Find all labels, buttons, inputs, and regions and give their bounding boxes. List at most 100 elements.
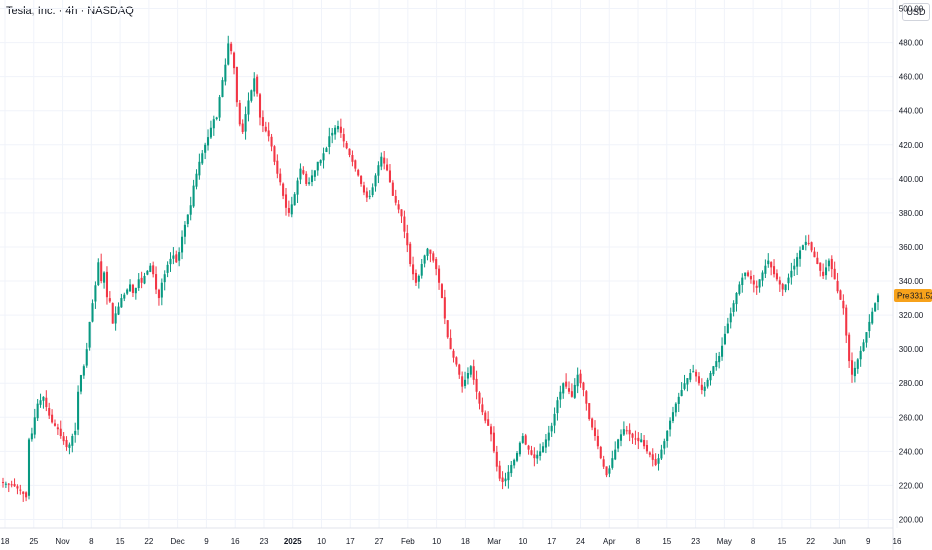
candle-body bbox=[645, 445, 649, 452]
candle-body bbox=[166, 264, 169, 273]
candle-body bbox=[30, 433, 33, 440]
candle-body bbox=[183, 224, 186, 237]
candle-body bbox=[744, 272, 747, 277]
candle-body bbox=[296, 180, 299, 195]
candle-body bbox=[105, 271, 108, 298]
x-tick-label: 10 bbox=[518, 537, 527, 546]
x-tick-label: Feb bbox=[401, 537, 415, 546]
candle-body bbox=[518, 442, 521, 455]
candle-body bbox=[804, 241, 807, 246]
candle-body bbox=[412, 264, 415, 275]
candle-body bbox=[810, 242, 813, 251]
candle-body bbox=[515, 453, 519, 461]
y-tick-label: 320.00 bbox=[899, 311, 924, 320]
candle-body bbox=[175, 254, 178, 263]
candle-body bbox=[484, 412, 487, 421]
candle-body bbox=[666, 430, 669, 442]
candle-body bbox=[495, 451, 498, 467]
candle-body bbox=[400, 209, 403, 217]
candle-body bbox=[507, 471, 510, 481]
candle-body bbox=[833, 268, 836, 280]
candle-body bbox=[129, 284, 132, 292]
candle-body bbox=[475, 378, 478, 392]
candle-body bbox=[221, 80, 224, 98]
candle-body bbox=[738, 284, 741, 294]
x-tick-label: 10 bbox=[317, 537, 326, 546]
candle-body bbox=[284, 194, 288, 208]
candle-body bbox=[501, 477, 504, 483]
candle-body bbox=[443, 297, 446, 319]
candle-body bbox=[279, 173, 282, 183]
candle-body bbox=[553, 413, 556, 426]
candle-body bbox=[657, 458, 660, 464]
candle-body bbox=[212, 119, 215, 129]
candle-body bbox=[62, 436, 65, 442]
candle-body bbox=[562, 383, 565, 394]
candle-body bbox=[842, 300, 845, 309]
candle-body bbox=[88, 321, 91, 348]
candle-body bbox=[848, 334, 851, 362]
candle-body bbox=[403, 216, 406, 232]
candle-body bbox=[97, 262, 100, 285]
candle-body bbox=[845, 307, 848, 336]
candle-body bbox=[345, 143, 348, 149]
currency-button[interactable]: USD bbox=[902, 3, 930, 21]
candle-body bbox=[362, 185, 366, 193]
candle-body bbox=[354, 160, 357, 169]
candle-body bbox=[865, 332, 868, 343]
candle-body bbox=[244, 114, 247, 132]
candle-body bbox=[440, 284, 443, 299]
candle-body bbox=[446, 320, 449, 338]
candle-body bbox=[250, 90, 253, 101]
candle-body bbox=[368, 195, 371, 197]
candle-body bbox=[155, 274, 158, 290]
candle-body bbox=[319, 160, 322, 164]
candle-body bbox=[258, 94, 262, 118]
candle-body bbox=[25, 492, 28, 498]
candle-body bbox=[111, 303, 114, 324]
chart-title: Tesla, Inc. · 4h · NASDAQ bbox=[6, 5, 134, 17]
candle-body bbox=[206, 137, 210, 146]
candle-body bbox=[819, 262, 822, 271]
candle-body bbox=[541, 446, 545, 453]
y-tick-label: 480.00 bbox=[899, 39, 924, 48]
candle-body bbox=[192, 185, 195, 207]
x-tick-label: 17 bbox=[547, 537, 556, 546]
candle-body bbox=[614, 449, 617, 460]
candle-body bbox=[391, 182, 394, 196]
candle-body bbox=[342, 134, 345, 142]
x-tick-label: 8 bbox=[751, 537, 756, 546]
candle-body bbox=[807, 242, 810, 244]
candle-body bbox=[853, 367, 856, 377]
candle-body bbox=[282, 183, 285, 196]
candle-body bbox=[65, 439, 68, 448]
candle-body bbox=[464, 379, 467, 386]
candle-body bbox=[224, 64, 227, 82]
candle-body bbox=[181, 236, 184, 253]
candle-body bbox=[51, 414, 54, 423]
candle-body bbox=[602, 459, 605, 467]
candle-body bbox=[36, 403, 39, 419]
candle-body bbox=[48, 407, 51, 416]
y-tick-label: 420.00 bbox=[899, 141, 924, 150]
candle-body bbox=[45, 397, 48, 408]
candle-body bbox=[71, 436, 74, 446]
candle-body bbox=[469, 366, 472, 375]
candle-body bbox=[406, 233, 409, 246]
candle-body bbox=[414, 272, 417, 283]
candle-body bbox=[472, 366, 475, 380]
candle-body bbox=[556, 400, 559, 414]
candle-body bbox=[160, 282, 163, 298]
candle-body bbox=[747, 272, 750, 276]
candle-body bbox=[669, 420, 672, 430]
candle-body bbox=[42, 396, 45, 401]
candle-body bbox=[689, 373, 692, 380]
candle-body bbox=[634, 438, 637, 440]
candle-body bbox=[313, 170, 316, 177]
candle-body bbox=[189, 205, 192, 215]
candle-body bbox=[27, 439, 31, 496]
candle-body bbox=[608, 468, 611, 474]
x-tick-label: 9 bbox=[204, 537, 209, 546]
candle-body bbox=[513, 459, 516, 466]
